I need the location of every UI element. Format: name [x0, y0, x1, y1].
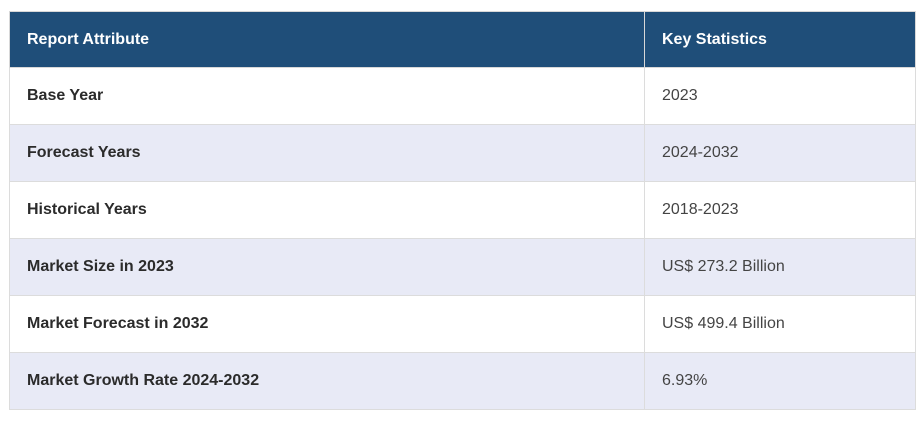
row-attribute: Base Year — [9, 67, 645, 125]
header-key-statistics: Key Statistics — [644, 11, 916, 68]
row-value: US$ 273.2 Billion — [644, 238, 916, 296]
row-value: 2024-2032 — [644, 124, 916, 182]
row-value: 2023 — [644, 67, 916, 125]
header-report-attribute: Report Attribute — [9, 11, 645, 68]
table-row: Market Size in 2023 US$ 273.2 Billion — [9, 238, 916, 296]
row-value: 6.93% — [644, 352, 916, 410]
row-attribute: Market Growth Rate 2024-2032 — [9, 352, 645, 410]
table-row: Market Growth Rate 2024-2032 6.93% — [9, 352, 916, 410]
row-value: US$ 499.4 Billion — [644, 295, 916, 353]
report-statistics-table: Report Attribute Key Statistics Base Yea… — [9, 11, 916, 410]
table-header-row: Report Attribute Key Statistics — [9, 11, 916, 68]
row-attribute: Historical Years — [9, 181, 645, 239]
table-row: Base Year 2023 — [9, 67, 916, 125]
row-attribute: Market Forecast in 2032 — [9, 295, 645, 353]
table-row: Market Forecast in 2032 US$ 499.4 Billio… — [9, 295, 916, 353]
statistics-table-container: Report Attribute Key Statistics Base Yea… — [9, 11, 916, 410]
row-value: 2018-2023 — [644, 181, 916, 239]
row-attribute: Forecast Years — [9, 124, 645, 182]
row-attribute: Market Size in 2023 — [9, 238, 645, 296]
table-row: Forecast Years 2024-2032 — [9, 124, 916, 182]
table-row: Historical Years 2018-2023 — [9, 181, 916, 239]
